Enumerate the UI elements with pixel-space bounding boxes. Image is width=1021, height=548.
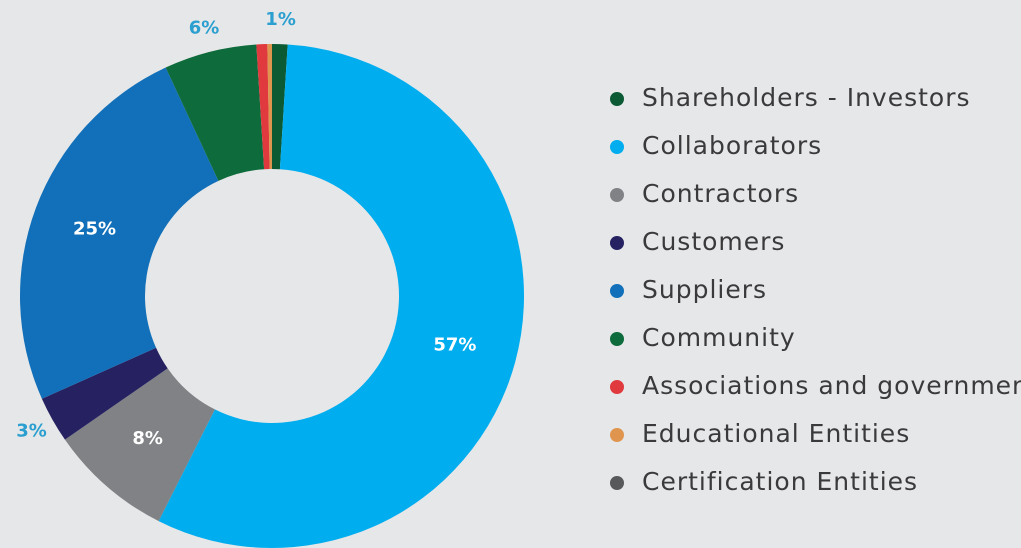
- legend-label: Certification Entities: [642, 467, 918, 496]
- donut-slice: [165, 44, 265, 181]
- value-label: 6%: [189, 18, 220, 39]
- legend-label: Contractors: [642, 179, 799, 208]
- legend-swatch: [610, 332, 624, 346]
- legend-swatch: [610, 236, 624, 250]
- legend-swatch: [610, 188, 624, 202]
- legend-label: Educational Entities: [642, 419, 910, 448]
- value-label: 57%: [433, 335, 476, 356]
- value-label: 3%: [16, 421, 47, 442]
- donut-slice: [19, 67, 219, 399]
- legend-swatch: [610, 428, 624, 442]
- legend-label: Shareholders - Investors: [642, 83, 971, 112]
- value-label: 1%: [265, 9, 296, 30]
- donut-slice: [64, 368, 215, 522]
- donut-slice: [158, 44, 524, 548]
- legend-swatch: [610, 140, 624, 154]
- donut-slice: [256, 44, 270, 170]
- value-label: 8%: [132, 428, 163, 449]
- legend-label: Associations and government: [642, 371, 1021, 400]
- donut-slice: [267, 44, 272, 170]
- legend-swatch: [610, 284, 624, 298]
- donut-slice: [41, 347, 168, 440]
- legend-swatch: [610, 380, 624, 394]
- legend-label: Customers: [642, 227, 785, 256]
- donut-slice: [272, 44, 288, 170]
- legend-label: Suppliers: [642, 275, 767, 304]
- legend-label: Community: [642, 323, 796, 352]
- legend-swatch: [610, 476, 624, 490]
- legend-label: Collaborators: [642, 131, 822, 160]
- value-label: 25%: [73, 219, 116, 240]
- legend-swatch: [610, 92, 624, 106]
